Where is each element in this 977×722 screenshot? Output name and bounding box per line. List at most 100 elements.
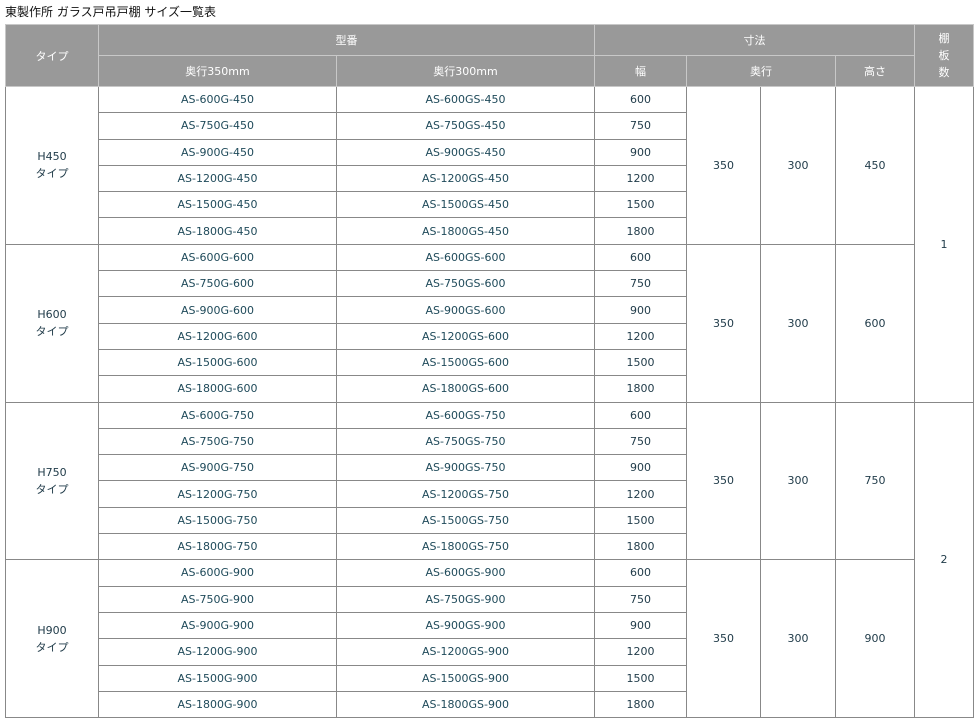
model-300: AS-1200GS-450 <box>336 164 595 193</box>
page-title: 東製作所 ガラス戸吊戸棚 サイズ一覧表 <box>5 5 217 19</box>
table-row: H600 タイプ AS-600G-600 AS-600GS-600 600 350 300 6… <box>5 243 974 403</box>
model-300: AS-1200GS-900 <box>336 638 595 666</box>
table-row: AS-750G-600 AS-750GS-600 750 <box>6 270 974 298</box>
width-cell: 750 <box>594 585 687 613</box>
model-300: AS-750GS-450 <box>336 112 595 140</box>
type-suffix: タイプ <box>35 640 69 654</box>
model-300: AS-750GS-750 <box>336 427 595 456</box>
model-350: AS-600G-600 <box>98 243 337 272</box>
width-cell: 600 <box>594 243 687 272</box>
table-row: AS-750G-900 AS-750GS-900 750 <box>6 585 974 613</box>
width-cell: 1800 <box>594 217 687 245</box>
depth-300-cell: 300 <box>760 401 836 561</box>
model-300: AS-750GS-600 <box>336 270 595 298</box>
table-row: AS-1800G-750 AS-1800GS-750 1800 <box>6 533 974 561</box>
model-300: AS-1500GS-450 <box>336 191 595 219</box>
type-cell: H750 タイプ <box>5 401 99 561</box>
width-cell: 600 <box>594 85 687 114</box>
depth-300-cell: 300 <box>760 559 836 719</box>
width-cell: 750 <box>594 112 687 140</box>
model-350: AS-1200G-750 <box>98 480 337 508</box>
type-label: H900 タイプ <box>6 622 98 656</box>
type-name: H750 <box>37 465 67 479</box>
model-350: AS-900G-600 <box>98 296 337 324</box>
type-cell: H900 タイプ <box>5 559 99 719</box>
table-row: AS-900G-450 AS-900GS-450 900 <box>6 138 974 166</box>
table-row: H750 タイプ AS-600G-750 AS-600GS-750 600 350 300 7… <box>5 401 974 719</box>
model-300: AS-1800GS-900 <box>336 690 595 719</box>
width-cell: 1200 <box>594 638 687 666</box>
width-cell: 900 <box>594 611 687 640</box>
model-350: AS-750G-450 <box>98 112 337 140</box>
table-row: AS-1500G-900 AS-1500GS-900 1500 <box>6 664 974 692</box>
table-row: AS-900G-600 AS-900GS-600 900 <box>6 296 974 324</box>
width-cell: 600 <box>594 401 687 429</box>
header-depth: 奥行 <box>686 55 836 87</box>
model-300: AS-1500GS-750 <box>336 506 595 535</box>
table-row: AS-1800G-900 AS-1800GS-900 1800 <box>6 690 974 719</box>
model-350: AS-600G-750 <box>98 401 337 429</box>
table-row: AS-1500G-600 AS-1500GS-600 1500 <box>6 348 974 377</box>
type-label: H600 タイプ <box>6 306 98 340</box>
width-cell: 750 <box>594 427 687 456</box>
width-cell: 1800 <box>594 375 687 403</box>
model-350: AS-1800G-600 <box>98 375 337 403</box>
height-cell: 450 <box>835 86 915 245</box>
model-300: AS-750GS-900 <box>336 585 595 613</box>
type-cell: H600 タイプ <box>5 243 99 403</box>
table-row: H900 タイプ AS-600G-900 AS-600GS-900 600 350 300 9… <box>5 559 974 719</box>
depth-300-cell: 300 <box>760 243 836 403</box>
model-300: AS-600GS-900 <box>336 559 595 587</box>
shelf-count-cell: 1 <box>914 86 974 403</box>
table-row: AS-1500G-450 AS-1500GS-450 1500 <box>6 191 974 219</box>
width-cell: 900 <box>594 296 687 324</box>
model-350: AS-750G-900 <box>98 585 337 613</box>
header-depth300: 奥行300mm <box>336 55 595 87</box>
table-row: AS-750G-750 AS-750GS-750 750 <box>6 427 974 456</box>
type-cell: H450 タイプ <box>5 86 99 245</box>
size-table: タイプ 型番 寸法 棚板数 奥行350mm 奥行300mm 幅 奥行 高さ H4… <box>5 24 974 719</box>
shelf-count-cell: 2 <box>914 401 974 719</box>
table-row: AS-1500G-750 AS-1500GS-750 1500 <box>6 506 974 535</box>
model-300: AS-1200GS-600 <box>336 322 595 350</box>
width-cell: 1200 <box>594 322 687 350</box>
table-row: AS-1800G-450 AS-1800GS-450 1800 <box>6 217 974 245</box>
header-depth350: 奥行350mm <box>98 55 337 87</box>
model-300: AS-900GS-900 <box>336 611 595 640</box>
width-cell: 1200 <box>594 480 687 508</box>
model-350: AS-900G-450 <box>98 138 337 166</box>
height-cell: 600 <box>835 243 915 403</box>
height-cell: 900 <box>835 559 915 719</box>
model-350: AS-1800G-450 <box>98 217 337 245</box>
type-suffix: タイプ <box>35 167 69 181</box>
header-shelves: 棚板数 <box>914 24 974 87</box>
table-row: AS-750G-450 AS-750GS-450 750 <box>6 112 974 140</box>
header-dimensions: 寸法 <box>594 24 915 56</box>
model-350: AS-600G-450 <box>98 85 337 114</box>
depth-350-cell: 350 <box>686 243 761 403</box>
type-label: H750 タイプ <box>6 464 98 498</box>
model-300: AS-900GS-450 <box>336 138 595 166</box>
type-name: H900 <box>37 623 67 637</box>
depth-300-cell: 300 <box>760 86 836 245</box>
model-300: AS-900GS-750 <box>336 454 595 482</box>
type-suffix: タイプ <box>35 482 69 496</box>
model-300: AS-600GS-750 <box>336 401 595 429</box>
model-350: AS-750G-750 <box>98 427 337 456</box>
table-row: AS-1800G-600 AS-1800GS-600 1800 <box>6 375 974 403</box>
model-350: AS-750G-600 <box>98 270 337 298</box>
width-cell: 1800 <box>594 690 687 719</box>
width-cell: 1500 <box>594 664 687 692</box>
model-300: AS-1800GS-600 <box>336 375 595 403</box>
model-350: AS-600G-900 <box>98 559 337 587</box>
table-row: AS-1200G-450 AS-1200GS-450 1200 <box>6 164 974 193</box>
model-350: AS-1800G-900 <box>98 690 337 719</box>
header-height: 高さ <box>835 55 915 87</box>
width-cell: 750 <box>594 270 687 298</box>
model-350: AS-1800G-750 <box>98 533 337 561</box>
width-cell: 900 <box>594 454 687 482</box>
model-350: AS-1200G-450 <box>98 164 337 193</box>
width-cell: 600 <box>594 559 687 587</box>
width-cell: 1200 <box>594 164 687 193</box>
model-300: AS-900GS-600 <box>336 296 595 324</box>
